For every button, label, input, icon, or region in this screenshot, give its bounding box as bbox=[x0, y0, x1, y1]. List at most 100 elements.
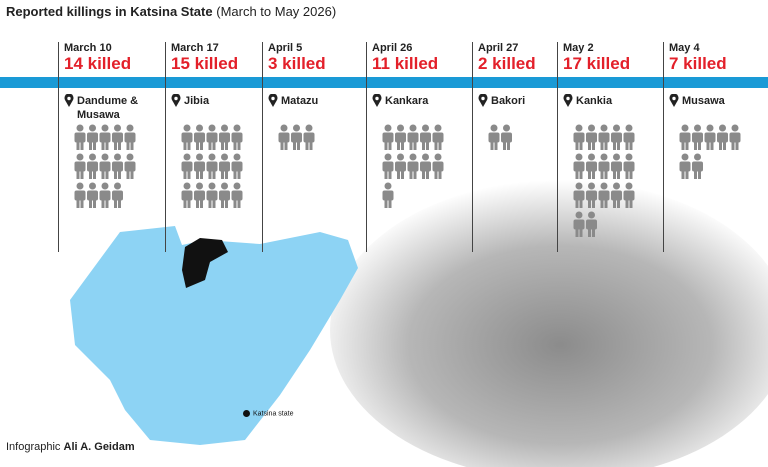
person-icon bbox=[87, 153, 98, 179]
person-icon bbox=[303, 124, 315, 150]
person-icon bbox=[717, 124, 728, 150]
event-date: May 2 bbox=[563, 42, 594, 54]
event-killed: 7 killed bbox=[669, 54, 727, 73]
pin-icon bbox=[268, 94, 278, 107]
victim-pictogram bbox=[382, 124, 444, 208]
person-icon bbox=[623, 182, 635, 208]
person-icon bbox=[488, 124, 500, 150]
pin-icon bbox=[563, 94, 573, 107]
person-icon bbox=[112, 153, 123, 179]
person-icon bbox=[692, 153, 703, 179]
person-icon bbox=[586, 153, 597, 179]
person-icon bbox=[586, 182, 597, 208]
event-location: Jibia bbox=[171, 94, 262, 108]
person-icon bbox=[219, 153, 230, 179]
event-killed: 3 killed bbox=[268, 54, 326, 73]
person-icon bbox=[99, 124, 111, 150]
person-icon bbox=[573, 124, 585, 150]
person-icon bbox=[407, 124, 419, 150]
event-date: April 5 bbox=[268, 42, 303, 54]
timeline-divider bbox=[663, 42, 664, 252]
event-location: Musawa bbox=[669, 94, 760, 108]
person-icon bbox=[573, 153, 585, 179]
event-location: Bakori bbox=[478, 94, 569, 108]
victim-pictogram bbox=[573, 124, 635, 237]
person-icon bbox=[395, 153, 406, 179]
person-icon bbox=[219, 182, 230, 208]
person-icon bbox=[181, 153, 193, 179]
person-icon bbox=[611, 153, 622, 179]
event-date: April 27 bbox=[478, 42, 519, 54]
person-icon bbox=[206, 182, 218, 208]
person-icon bbox=[407, 153, 419, 179]
person-icon bbox=[112, 124, 123, 150]
victim-pictogram bbox=[278, 124, 315, 150]
pin-icon bbox=[171, 94, 181, 107]
person-icon bbox=[382, 182, 394, 208]
timeline-divider bbox=[472, 42, 473, 252]
timeline-divider bbox=[366, 42, 367, 252]
person-icon bbox=[623, 153, 635, 179]
credit: Infographic Ali A. Geidam bbox=[6, 441, 135, 453]
person-icon bbox=[598, 182, 610, 208]
event-location: Matazu bbox=[268, 94, 359, 108]
event-location: Dandume & Musawa bbox=[64, 94, 155, 122]
pin-icon bbox=[669, 94, 679, 107]
event-date: May 4 bbox=[669, 42, 700, 54]
person-icon bbox=[181, 182, 193, 208]
event-killed: 17 killed bbox=[563, 54, 631, 73]
person-icon bbox=[231, 182, 243, 208]
timeline-divider bbox=[262, 42, 263, 252]
title: Reported killings in Katsina State (Marc… bbox=[6, 4, 337, 19]
person-icon bbox=[194, 182, 205, 208]
pin-icon bbox=[64, 94, 74, 107]
event-date: April 26 bbox=[372, 42, 413, 54]
person-icon bbox=[692, 124, 703, 150]
person-icon bbox=[586, 211, 597, 237]
person-icon bbox=[501, 124, 512, 150]
person-icon bbox=[382, 124, 394, 150]
victim-pictogram bbox=[679, 124, 741, 179]
person-icon bbox=[573, 211, 585, 237]
event-killed: 14 killed bbox=[64, 54, 132, 73]
person-icon bbox=[219, 124, 230, 150]
event-location: Kankia bbox=[563, 94, 654, 108]
person-icon bbox=[231, 124, 243, 150]
victim-pictogram bbox=[488, 124, 512, 150]
person-icon bbox=[87, 124, 98, 150]
person-icon bbox=[598, 124, 610, 150]
person-icon bbox=[291, 124, 302, 150]
person-icon bbox=[573, 182, 585, 208]
timeline-divider bbox=[557, 42, 558, 252]
person-icon bbox=[124, 153, 136, 179]
person-icon bbox=[112, 182, 123, 208]
person-icon bbox=[395, 124, 406, 150]
person-icon bbox=[99, 153, 111, 179]
event-location: Kankara bbox=[372, 94, 463, 108]
person-icon bbox=[74, 153, 86, 179]
person-icon bbox=[181, 124, 193, 150]
pin-icon bbox=[372, 94, 382, 107]
person-icon bbox=[194, 153, 205, 179]
person-icon bbox=[194, 124, 205, 150]
person-icon bbox=[729, 124, 741, 150]
person-icon bbox=[586, 124, 597, 150]
person-icon bbox=[231, 153, 243, 179]
victim-pictogram bbox=[74, 124, 136, 208]
person-icon bbox=[124, 124, 136, 150]
person-icon bbox=[74, 124, 86, 150]
person-icon bbox=[278, 124, 290, 150]
person-icon bbox=[206, 124, 218, 150]
person-icon bbox=[679, 153, 691, 179]
person-icon bbox=[87, 182, 98, 208]
event-date: March 10 bbox=[64, 42, 112, 54]
event-killed: 15 killed bbox=[171, 54, 239, 73]
person-icon bbox=[432, 124, 444, 150]
person-icon bbox=[206, 153, 218, 179]
person-icon bbox=[99, 182, 111, 208]
person-icon bbox=[611, 124, 622, 150]
person-icon bbox=[432, 153, 444, 179]
person-icon bbox=[382, 153, 394, 179]
